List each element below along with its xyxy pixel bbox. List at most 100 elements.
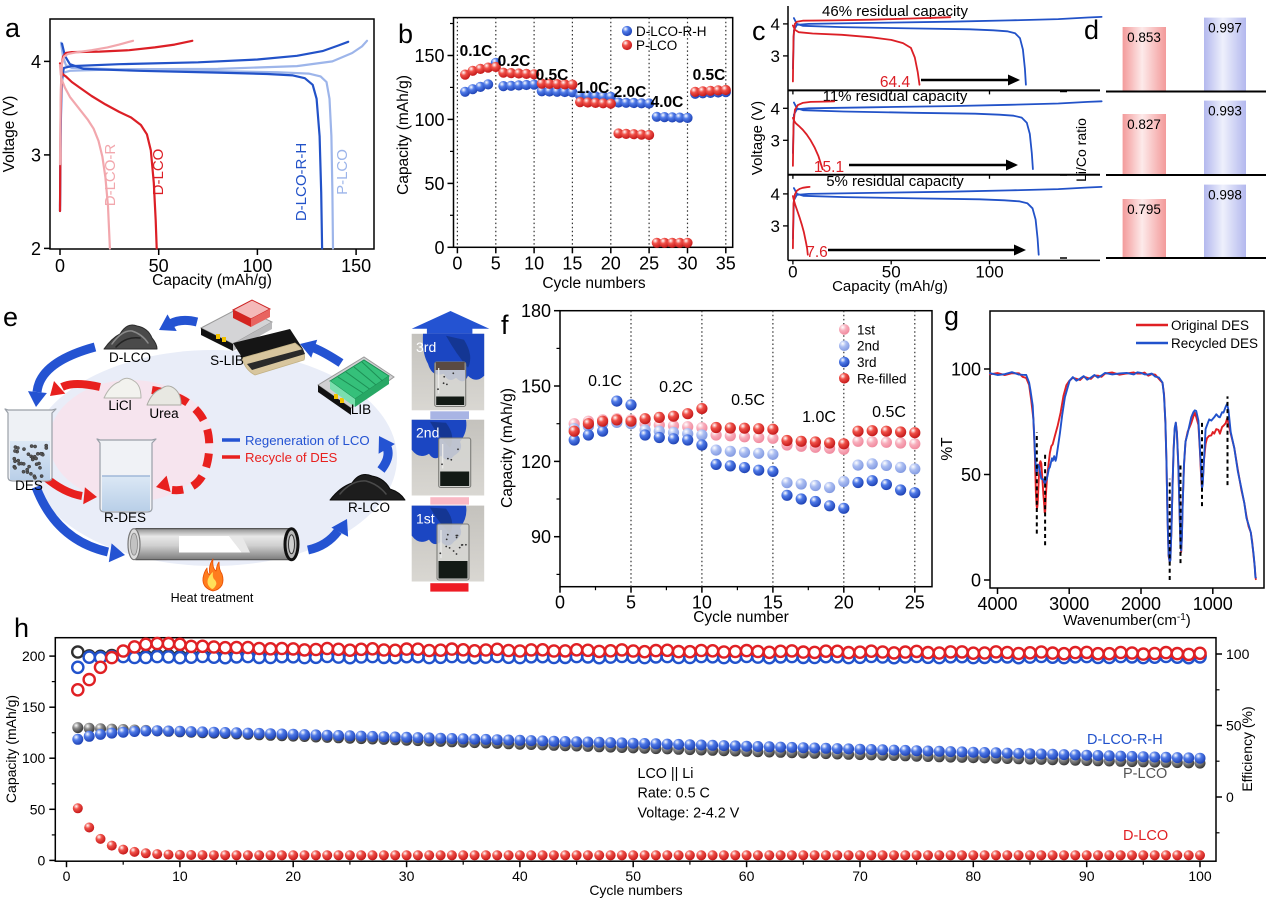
svg-text:3000: 3000: [1049, 594, 1089, 614]
svg-text:100: 100: [22, 750, 46, 766]
svg-text:4: 4: [771, 15, 780, 34]
svg-text:4.0C: 4.0C: [651, 94, 684, 111]
svg-text:Re-filled: Re-filled: [857, 371, 907, 386]
svg-text:Capacity (mAh/g): Capacity (mAh/g): [499, 388, 516, 508]
svg-text:0.1C: 0.1C: [588, 373, 622, 390]
svg-text:0.998: 0.998: [1208, 188, 1242, 203]
svg-text:c: c: [752, 16, 766, 46]
svg-text:0.5C: 0.5C: [536, 67, 569, 84]
svg-text:3: 3: [771, 131, 780, 150]
svg-text:LiCl: LiCl: [108, 398, 131, 413]
svg-text:50: 50: [149, 256, 169, 276]
svg-text:200: 200: [22, 648, 46, 664]
svg-text:Voltage: 2-4.2 V: Voltage: 2-4.2 V: [638, 805, 740, 821]
svg-text:d: d: [1084, 15, 1099, 45]
svg-text:120: 120: [521, 452, 551, 472]
svg-text:%T: %T: [939, 437, 956, 461]
svg-text:1st: 1st: [857, 322, 875, 337]
svg-text:h: h: [14, 613, 29, 643]
svg-text:25: 25: [639, 253, 659, 273]
svg-text:D-LCO: D-LCO: [1123, 828, 1168, 844]
svg-text:90: 90: [531, 527, 551, 547]
svg-text:0.827: 0.827: [1127, 117, 1161, 132]
svg-text:Original DES: Original DES: [1171, 318, 1249, 333]
svg-text:0.2C: 0.2C: [659, 379, 693, 396]
svg-text:100: 100: [242, 256, 272, 276]
svg-text:1st: 1st: [416, 511, 435, 527]
svg-text:Capacity (mAh/g): Capacity (mAh/g): [152, 272, 272, 289]
svg-text:Li/Co ratio: Li/Co ratio: [1073, 118, 1089, 182]
svg-text:0.997: 0.997: [1208, 21, 1242, 36]
svg-text:50: 50: [424, 174, 444, 194]
svg-text:50: 50: [625, 868, 641, 884]
svg-text:a: a: [5, 13, 21, 43]
svg-text:5% residual capacity: 5% residual capacity: [826, 173, 964, 190]
svg-text:100: 100: [1188, 868, 1212, 884]
svg-text:7.6: 7.6: [806, 244, 828, 261]
svg-text:f: f: [501, 310, 509, 340]
svg-text:Cycle numbers: Cycle numbers: [542, 275, 646, 292]
svg-text:25: 25: [905, 593, 925, 613]
svg-text:30: 30: [677, 253, 697, 273]
svg-text:100: 100: [975, 263, 1003, 282]
svg-text:D-LCO: D-LCO: [150, 149, 167, 196]
svg-text:Cycle number: Cycle number: [693, 609, 789, 626]
svg-text:150: 150: [521, 377, 551, 397]
svg-text:P-LCO: P-LCO: [636, 38, 677, 53]
svg-text:180: 180: [521, 301, 551, 321]
svg-text:Wavenumber(cm-1): Wavenumber(cm-1): [1063, 612, 1191, 630]
svg-text:0.993: 0.993: [1208, 104, 1242, 119]
svg-text:3: 3: [31, 145, 41, 165]
svg-text:0.5C: 0.5C: [872, 404, 906, 421]
svg-text:Efficiency (%): Efficiency (%): [1239, 706, 1255, 791]
svg-text:80: 80: [966, 868, 982, 884]
svg-text:D-LCO-R: D-LCO-R: [102, 144, 119, 207]
svg-text:S-LIB: S-LIB: [210, 353, 244, 368]
svg-text:D-LCO: D-LCO: [109, 350, 151, 365]
svg-text:0.2C: 0.2C: [498, 53, 531, 70]
svg-text:4000: 4000: [977, 594, 1017, 614]
svg-text:40: 40: [512, 868, 528, 884]
svg-text:100: 100: [414, 110, 444, 130]
svg-text:2: 2: [31, 239, 41, 259]
svg-text:g: g: [944, 301, 959, 331]
svg-text:Capacity (mAh/g): Capacity (mAh/g): [832, 278, 948, 295]
svg-text:b: b: [398, 19, 413, 49]
svg-text:50: 50: [30, 801, 46, 817]
svg-text:1.0C: 1.0C: [802, 409, 836, 426]
svg-text:4: 4: [771, 99, 780, 118]
svg-text:15.1: 15.1: [814, 159, 844, 176]
svg-text:0: 0: [555, 593, 565, 613]
svg-text:D-LCO-R-H: D-LCO-R-H: [293, 143, 310, 221]
svg-text:10: 10: [692, 593, 712, 613]
svg-text:15: 15: [562, 253, 582, 273]
svg-text:Rate: 0.5 C: Rate: 0.5 C: [638, 786, 710, 802]
svg-text:0: 0: [452, 253, 462, 273]
svg-text:Recycled DES: Recycled DES: [1171, 336, 1258, 351]
svg-text:P-LCO: P-LCO: [334, 149, 351, 195]
svg-text:Cycle numbers: Cycle numbers: [589, 882, 682, 898]
svg-text:0: 0: [38, 852, 46, 868]
svg-text:D-LCO-R-H: D-LCO-R-H: [1087, 732, 1163, 748]
svg-text:0: 0: [63, 868, 71, 884]
svg-text:64.4: 64.4: [880, 74, 911, 91]
svg-text:150: 150: [414, 46, 444, 66]
svg-text:P-LCO: P-LCO: [1123, 766, 1167, 782]
svg-text:Regeneration of LCO: Regeneration of LCO: [245, 433, 370, 448]
svg-text:0: 0: [788, 263, 797, 282]
svg-text:20: 20: [285, 868, 301, 884]
svg-text:15: 15: [763, 593, 783, 613]
svg-text:3: 3: [771, 217, 780, 236]
svg-text:D-LCO-R-H: D-LCO-R-H: [636, 24, 707, 39]
svg-text:Voltage (V): Voltage (V): [749, 101, 766, 175]
svg-text:Recycle of DES: Recycle of DES: [245, 450, 338, 465]
svg-text:0.5C: 0.5C: [693, 67, 726, 84]
svg-text:LIB: LIB: [351, 402, 371, 417]
svg-text:2nd: 2nd: [416, 425, 439, 441]
svg-text:0: 0: [971, 571, 981, 591]
svg-text:100: 100: [951, 360, 981, 380]
svg-text:R-LCO: R-LCO: [348, 500, 390, 515]
svg-text:35: 35: [716, 253, 736, 273]
svg-text:4: 4: [31, 52, 41, 72]
svg-text:0: 0: [55, 256, 65, 276]
